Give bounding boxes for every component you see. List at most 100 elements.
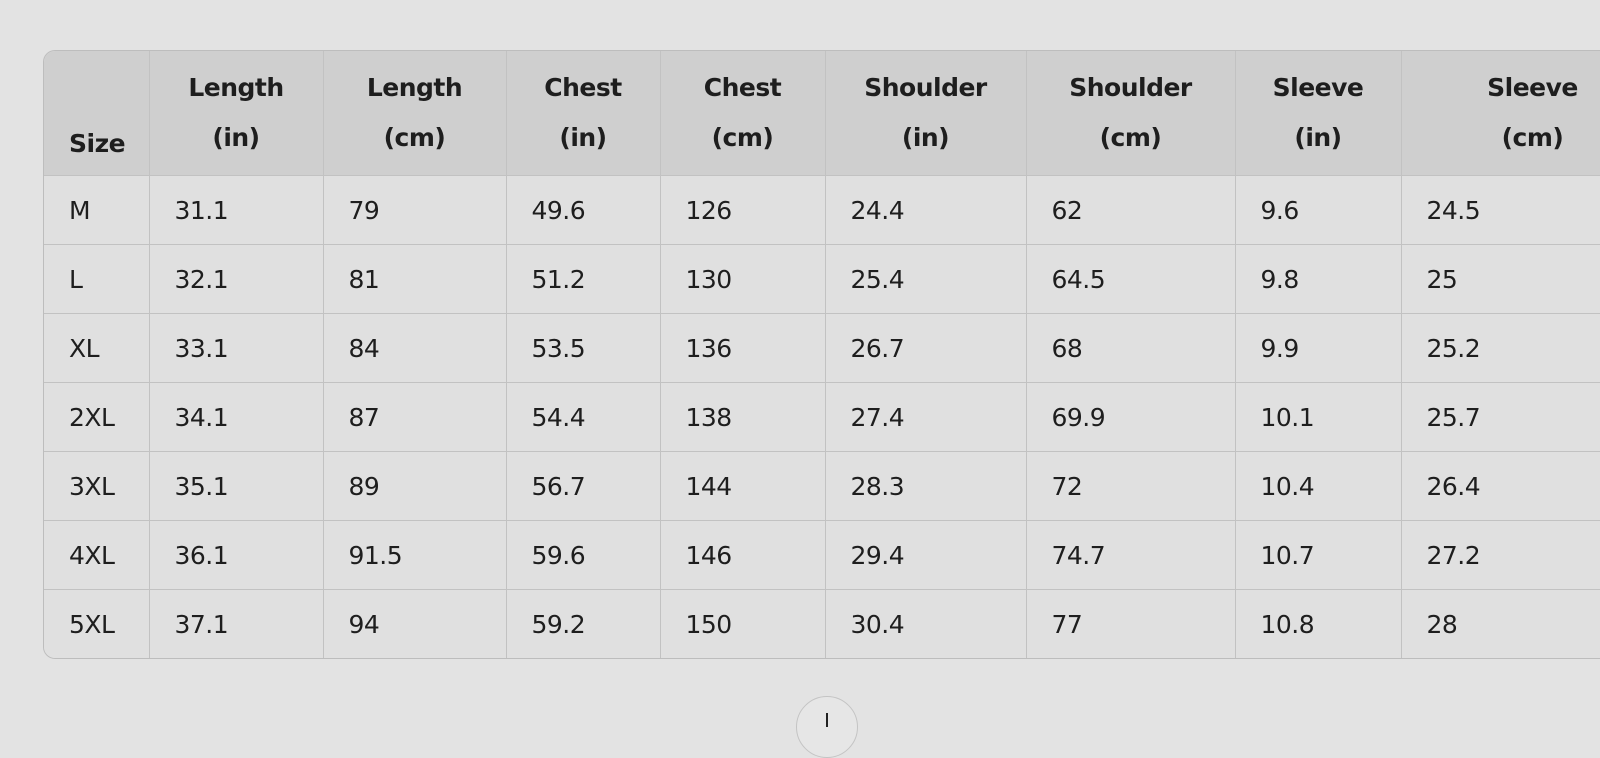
table-cell: 10.7 <box>1235 521 1401 590</box>
header-label: Length <box>150 63 323 113</box>
header-label: Sleeve <box>1402 63 1600 113</box>
column-header: Sleeve(in) <box>1235 51 1401 176</box>
table-cell: 25.7 <box>1401 383 1600 452</box>
header-label: Sleeve <box>1236 63 1401 113</box>
table-cell: 146 <box>660 521 825 590</box>
arrow-down-icon <box>826 713 828 727</box>
table-cell: 9.8 <box>1235 245 1401 314</box>
column-header: Sleeve(cm) <box>1401 51 1600 176</box>
table-cell: 136 <box>660 314 825 383</box>
table-cell: 26.4 <box>1401 452 1600 521</box>
column-header: Chest(in) <box>506 51 660 176</box>
header-label: (in) <box>507 113 660 163</box>
column-header: Length(in) <box>149 51 323 176</box>
table-cell: 77 <box>1026 590 1235 659</box>
table-cell: 84 <box>323 314 506 383</box>
table-cell: 87 <box>323 383 506 452</box>
size-cell: 5XL <box>44 590 149 659</box>
column-header: Shoulder(in) <box>825 51 1026 176</box>
table-cell: 28 <box>1401 590 1600 659</box>
header-label: (in) <box>1236 113 1401 163</box>
table-cell: 144 <box>660 452 825 521</box>
column-header: Length(cm) <box>323 51 506 176</box>
scroll-down-button[interactable] <box>796 696 858 758</box>
column-header: Shoulder(cm) <box>1026 51 1235 176</box>
table-cell: 10.8 <box>1235 590 1401 659</box>
table-cell: 72 <box>1026 452 1235 521</box>
table-cell: 59.2 <box>506 590 660 659</box>
size-cell: 3XL <box>44 452 149 521</box>
table-cell: 36.1 <box>149 521 323 590</box>
table-cell: 27.2 <box>1401 521 1600 590</box>
size-cell: XL <box>44 314 149 383</box>
header-label: Length <box>324 63 506 113</box>
table-cell: 59.6 <box>506 521 660 590</box>
table-cell: 62 <box>1026 176 1235 245</box>
table-cell: 64.5 <box>1026 245 1235 314</box>
table-cell: 25 <box>1401 245 1600 314</box>
header-label: Size <box>69 129 125 158</box>
table-cell: 56.7 <box>506 452 660 521</box>
size-cell: 4XL <box>44 521 149 590</box>
table-cell: 30.4 <box>825 590 1026 659</box>
table-cell: 35.1 <box>149 452 323 521</box>
table-cell: 53.5 <box>506 314 660 383</box>
table-cell: 81 <box>323 245 506 314</box>
table-cell: 24.5 <box>1401 176 1600 245</box>
table-cell: 26.7 <box>825 314 1026 383</box>
header-label: Shoulder <box>826 63 1026 113</box>
column-header: Chest(cm) <box>660 51 825 176</box>
table-cell: 94 <box>323 590 506 659</box>
table-cell: 10.1 <box>1235 383 1401 452</box>
table-cell: 126 <box>660 176 825 245</box>
table-cell: 32.1 <box>149 245 323 314</box>
table-cell: 49.6 <box>506 176 660 245</box>
column-header: Size <box>44 51 149 176</box>
header-label: Chest <box>507 63 660 113</box>
table-cell: 51.2 <box>506 245 660 314</box>
table-cell: 31.1 <box>149 176 323 245</box>
header-label: (cm) <box>1027 113 1235 163</box>
size-cell: 2XL <box>44 383 149 452</box>
table-cell: 25.2 <box>1401 314 1600 383</box>
table-cell: 89 <box>323 452 506 521</box>
header-label: (cm) <box>1402 113 1600 163</box>
table-cell: 9.9 <box>1235 314 1401 383</box>
table-cell: 28.3 <box>825 452 1026 521</box>
table-cell: 138 <box>660 383 825 452</box>
table-cell: 130 <box>660 245 825 314</box>
table-cell: 74.7 <box>1026 521 1235 590</box>
table-cell: 150 <box>660 590 825 659</box>
table-cell: 10.4 <box>1235 452 1401 521</box>
header-label: Shoulder <box>1027 63 1235 113</box>
table-cell: 29.4 <box>825 521 1026 590</box>
table-cell: 37.1 <box>149 590 323 659</box>
header-label: (in) <box>150 113 323 163</box>
header-label: (in) <box>826 113 1026 163</box>
table-cell: 79 <box>323 176 506 245</box>
table-cell: 34.1 <box>149 383 323 452</box>
table-cell: 33.1 <box>149 314 323 383</box>
table-cell: 24.4 <box>825 176 1026 245</box>
size-cell: L <box>44 245 149 314</box>
table-cell: 25.4 <box>825 245 1026 314</box>
table-cell: 9.6 <box>1235 176 1401 245</box>
table-cell: 54.4 <box>506 383 660 452</box>
header-label: (cm) <box>661 113 825 163</box>
header-label: (cm) <box>324 113 506 163</box>
header-label: Chest <box>661 63 825 113</box>
table-cell: 91.5 <box>323 521 506 590</box>
table-cell: 69.9 <box>1026 383 1235 452</box>
size-cell: M <box>44 176 149 245</box>
table-cell: 68 <box>1026 314 1235 383</box>
